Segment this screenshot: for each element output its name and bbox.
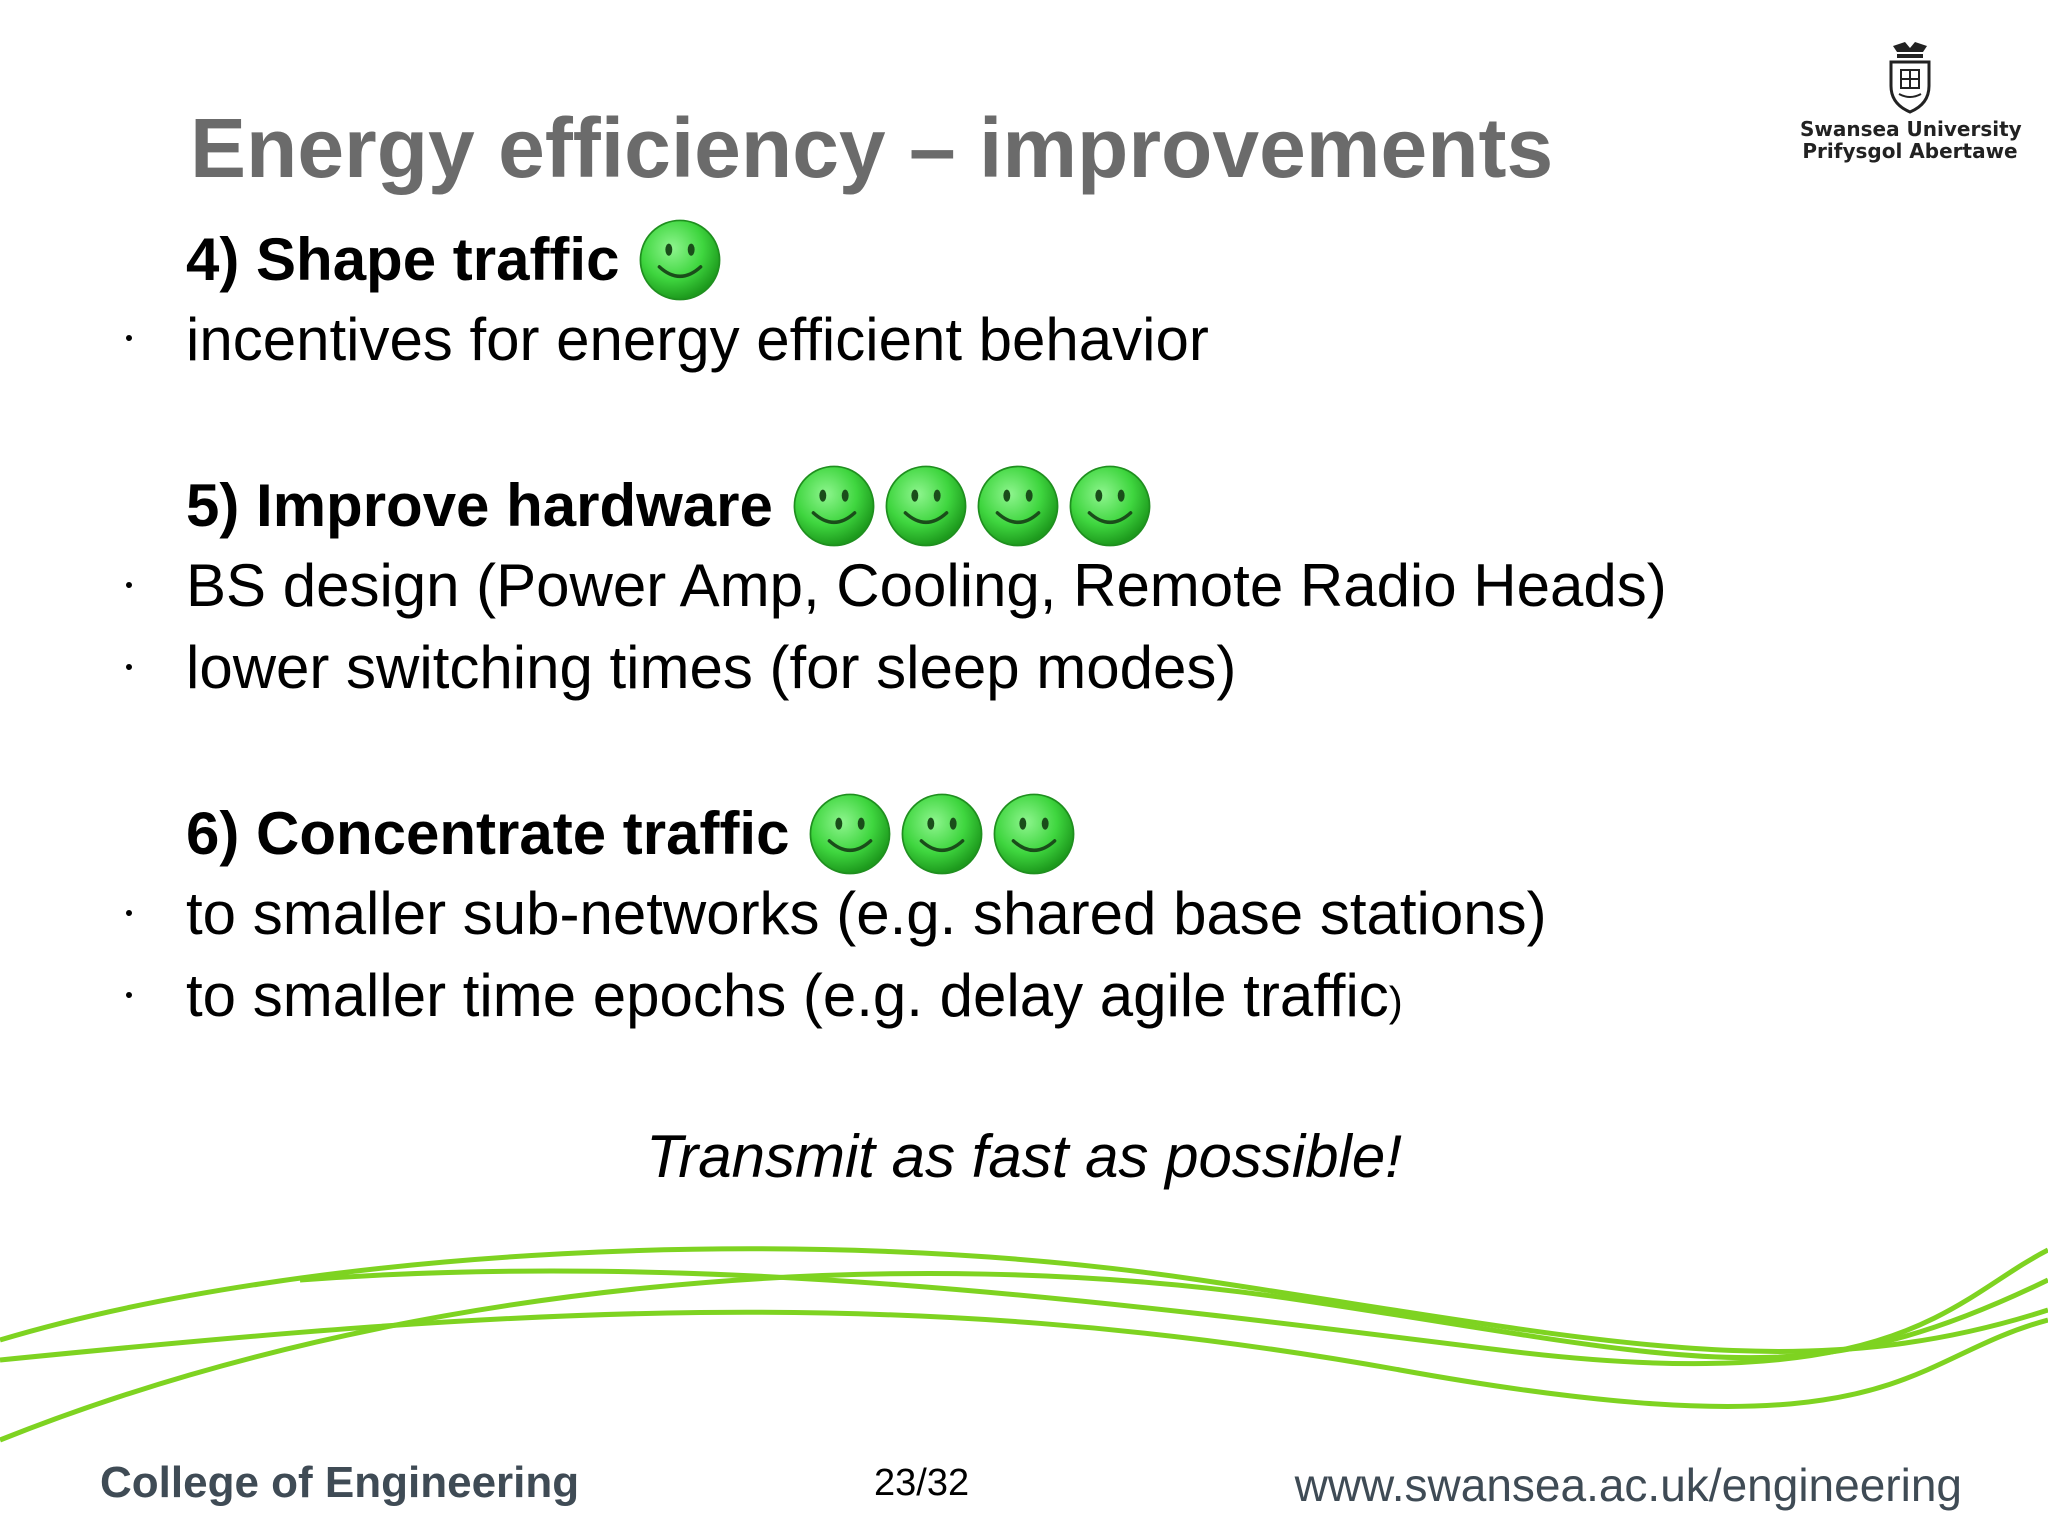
section-heading-label: 4) Shape traffic [186,226,620,294]
smiley-icon [640,219,721,301]
section-heading-label: 5) Improve hardware [186,472,773,540]
bullet-marker [126,582,132,588]
bullet-marker [126,910,132,916]
bullet-marker [126,664,132,670]
bullet-text: lower switching times (for sleep modes) [186,634,1237,701]
logo-text-english: Swansea University [1800,117,2022,141]
bullet-text: incentives for energy efficient behavior [186,306,1209,373]
section-heading-concentrate-traffic: 6) Concentrate traffic [186,790,1077,875]
bullet-text-with-suffix: to smaller time epochs (e.g. delay agile… [186,956,1403,1036]
bullet-marker [126,335,132,341]
smiley-icon [810,793,891,875]
section-heading-label: 6) Concentrate traffic [186,800,790,868]
section-heading-improve-hardware: 5) Improve hardware [186,462,1153,547]
footer-url: www.swansea.ac.uk/engineering [1294,1459,1962,1511]
smiley-icon [994,793,1075,875]
university-crest-icon [1889,42,1931,114]
bullet-text: BS design (Power Amp, Cooling, Remote Ra… [186,552,1667,619]
page-number: 23/32 [874,1462,970,1504]
smiley-icon [793,465,875,547]
bullet-marker [126,992,132,998]
university-logo: Swansea University Prifysgol Abertawe [1800,38,2022,163]
smiley-icon [902,793,983,875]
footer-college-name: College of Engineering [100,1458,580,1507]
tagline: Transmit as fast as possible! [646,1123,1402,1190]
smiley-icon [885,465,967,547]
smiley-icon [1069,465,1151,547]
slide-title: Energy efficiency – improvements [190,101,1554,195]
bullet-text: to smaller sub-networks (e.g. shared bas… [186,880,1547,947]
smiley-icon [977,465,1059,547]
bullet-suffix: ) [1388,978,1403,1025]
section-heading-shape-traffic: 4) Shape traffic [186,216,723,301]
decorative-green-waves [0,1246,2048,1443]
logo-text-welsh: Prifysgol Abertawe [1802,139,2018,163]
bullet-text: to smaller time epochs (e.g. delay agile… [186,962,1389,1029]
